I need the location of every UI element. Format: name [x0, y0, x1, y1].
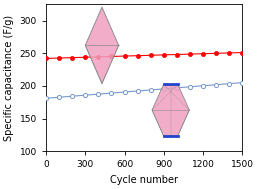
Y-axis label: Specific capacitance (F/g): Specific capacitance (F/g)	[4, 15, 14, 141]
Polygon shape	[85, 7, 119, 84]
Polygon shape	[152, 84, 189, 136]
X-axis label: Cycle number: Cycle number	[110, 175, 178, 185]
